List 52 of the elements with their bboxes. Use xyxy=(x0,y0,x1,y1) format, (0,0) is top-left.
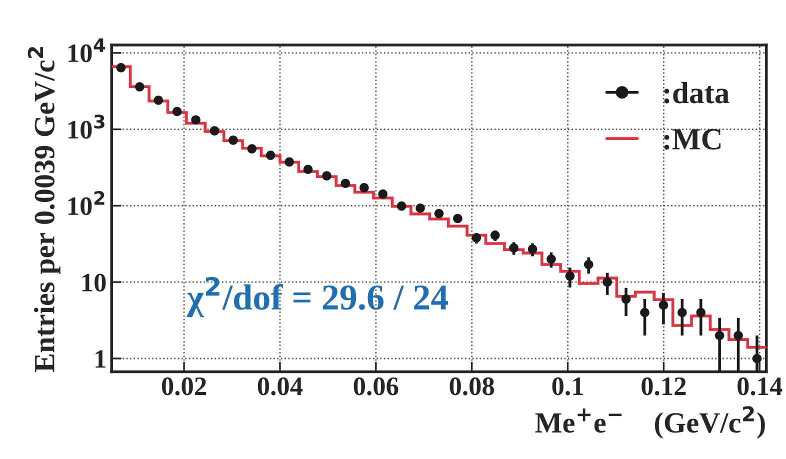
point xyxy=(266,150,276,160)
point xyxy=(396,201,406,211)
point xyxy=(247,144,257,154)
x-tick-label: 0.06 xyxy=(354,377,398,396)
point xyxy=(528,244,538,254)
point xyxy=(621,294,631,304)
point xyxy=(546,254,556,264)
point xyxy=(658,300,668,310)
y-tick-label: 10$^{2}$ xyxy=(68,191,104,216)
point xyxy=(509,243,518,253)
point xyxy=(359,183,369,192)
point xyxy=(378,189,388,199)
point xyxy=(340,178,350,188)
point xyxy=(303,164,313,174)
x-tick-label: 0.12 xyxy=(642,377,686,396)
y-tick-label: 10$^{4}$ xyxy=(68,38,106,62)
y-axis-title: Entries per 0.0039 GeV/c$^{2}$ xyxy=(28,47,60,372)
point xyxy=(116,63,126,72)
point xyxy=(210,126,220,136)
x-tick-label: 0.08 xyxy=(450,377,494,396)
x-tick-label: 0.14 xyxy=(738,377,782,396)
x-tick-label: 0.02 xyxy=(162,377,206,396)
point xyxy=(172,106,182,116)
text: Me$^{+}$e$^{−}$ (GeV/c$^{2}$) xyxy=(535,406,765,439)
point xyxy=(191,115,200,125)
point xyxy=(453,214,462,224)
point xyxy=(490,230,500,240)
y-tick-label: 10 xyxy=(82,274,106,292)
point xyxy=(678,308,687,318)
point xyxy=(228,136,238,145)
point xyxy=(565,271,575,281)
point xyxy=(416,203,425,213)
legend-label: :data xyxy=(664,82,730,104)
point xyxy=(602,277,612,287)
point xyxy=(284,157,294,167)
point xyxy=(714,330,724,340)
point xyxy=(696,308,706,318)
point xyxy=(640,308,650,318)
point xyxy=(752,354,762,364)
y-tick-label: 1 xyxy=(96,350,106,368)
point xyxy=(584,260,594,270)
x-tick-label: 0.04 xyxy=(258,377,303,396)
point xyxy=(322,171,332,180)
point xyxy=(472,233,482,242)
x-tick-label: 0.1 xyxy=(552,377,583,396)
point xyxy=(135,82,144,92)
point xyxy=(154,96,164,105)
point xyxy=(434,208,444,218)
point xyxy=(734,330,743,340)
y-tick-label: 10$^{3}$ xyxy=(68,114,104,139)
annotation: χ$^{2}$/dof = 29.6 / 24 xyxy=(186,276,448,318)
legend-label: :MC xyxy=(664,129,721,150)
